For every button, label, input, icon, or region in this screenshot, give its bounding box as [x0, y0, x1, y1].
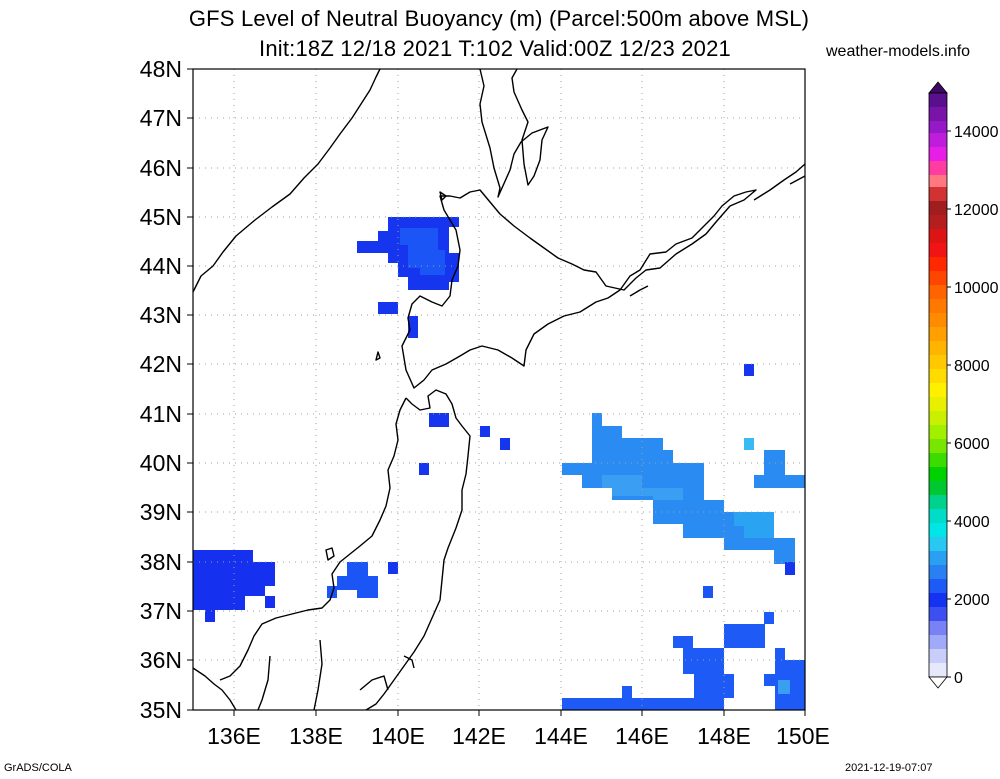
data-region — [724, 624, 765, 648]
data-region — [703, 586, 713, 598]
data-region — [785, 562, 795, 575]
colorbar-top-cap — [928, 81, 948, 94]
lat-label: 43N — [140, 302, 182, 328]
colorbar-label: 6000 — [954, 436, 990, 453]
lat-axis — [187, 68, 193, 711]
data-region — [764, 648, 805, 710]
lon-label: 138E — [289, 723, 343, 749]
data-region — [480, 426, 490, 437]
map-title: GFS Level of Neutral Buoyancy (m) (Parce… — [188, 6, 810, 31]
data-region — [602, 475, 683, 500]
data-region — [673, 636, 693, 648]
lon-label: 136E — [207, 723, 261, 749]
map-subtitle: Init:18Z 12/18 2021 T:102 Valid:00Z 12/2… — [259, 36, 731, 61]
lat-label: 48N — [140, 56, 182, 82]
lat-label: 46N — [140, 155, 182, 181]
lat-label: 44N — [140, 253, 182, 279]
colorbar: 14000 12000 10000 8000 6000 4000 2000 0 — [928, 81, 999, 689]
data-region — [744, 438, 754, 450]
data-region — [429, 413, 449, 427]
data-region — [327, 562, 378, 598]
footer-software: GrADS/COLA — [4, 762, 72, 774]
data-region — [388, 562, 398, 574]
colorbar-bottom-cap — [928, 676, 948, 689]
colorbar-segments — [929, 93, 947, 677]
data-region — [734, 512, 774, 538]
lat-label: 39N — [140, 499, 182, 525]
data-region — [408, 316, 418, 338]
lon-label: 146E — [615, 723, 669, 749]
lon-label: 148E — [697, 723, 751, 749]
data-region — [754, 450, 805, 488]
colorbar-label: 12000 — [954, 202, 999, 219]
footer-timestamp: 2021-12-19-07:07 — [845, 762, 933, 774]
data-region — [378, 302, 398, 314]
data-region — [562, 648, 734, 710]
lat-label: 40N — [140, 450, 182, 476]
data-region — [500, 438, 510, 450]
coastlines — [192, 68, 806, 711]
colorbar-label: 14000 — [954, 124, 999, 141]
site-credit: weather-models.info — [826, 43, 971, 60]
colorbar-labels: 14000 12000 10000 8000 6000 4000 2000 0 — [954, 124, 999, 687]
lat-label: 45N — [140, 204, 182, 230]
colorbar-ticks — [947, 130, 951, 678]
colorbar-label: 2000 — [954, 592, 990, 609]
lon-label: 144E — [534, 723, 588, 749]
colorbar-label: 8000 — [954, 358, 990, 375]
lon-axis — [233, 710, 806, 716]
data-region — [265, 596, 275, 608]
lon-label: 150E — [776, 723, 830, 749]
lat-label: 38N — [140, 549, 182, 575]
lat-label: 47N — [140, 105, 182, 131]
graticule — [193, 69, 805, 710]
lat-label: 36N — [140, 647, 182, 673]
lat-label: 35N — [140, 697, 182, 723]
lat-labels: 48N 47N 46N 45N 44N 43N 42N 41N 40N 39N … — [140, 56, 182, 723]
data-region — [764, 612, 774, 624]
data-region — [419, 463, 429, 475]
lon-label: 140E — [371, 723, 425, 749]
map-frame — [192, 68, 806, 711]
data-region — [400, 228, 445, 275]
data-region — [778, 680, 790, 694]
data-region — [744, 364, 754, 376]
lat-label: 41N — [140, 401, 182, 427]
lon-labels: 136E 138E 140E 142E 144E 146E 148E 150E — [207, 723, 830, 749]
colorbar-label: 4000 — [954, 514, 990, 531]
data-cells — [193, 217, 805, 710]
colorbar-label: 0 — [954, 670, 963, 687]
lat-label: 37N — [140, 598, 182, 624]
lat-label: 42N — [140, 351, 182, 377]
lon-label: 142E — [452, 723, 506, 749]
colorbar-label: 10000 — [954, 280, 999, 297]
